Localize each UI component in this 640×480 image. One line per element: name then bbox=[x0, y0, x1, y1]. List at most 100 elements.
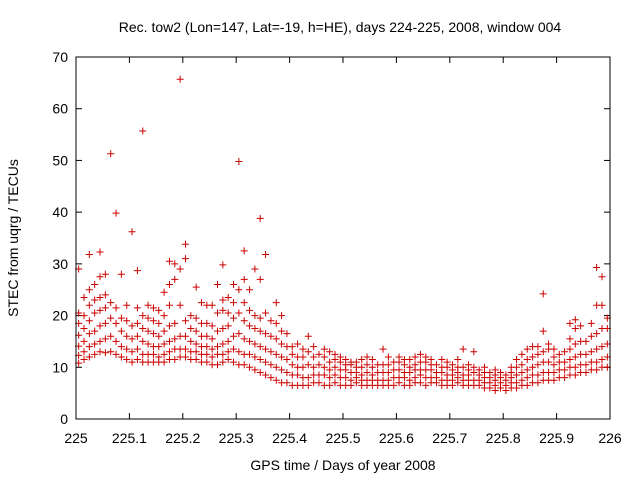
data-point bbox=[246, 306, 254, 314]
x-tick-label: 225.5 bbox=[325, 430, 360, 446]
data-point bbox=[368, 356, 376, 364]
data-point bbox=[288, 361, 296, 369]
data-point bbox=[171, 319, 179, 327]
data-point bbox=[144, 314, 152, 322]
data-point bbox=[155, 332, 163, 340]
data-point bbox=[593, 345, 601, 353]
data-point bbox=[224, 309, 232, 317]
data-point bbox=[497, 368, 505, 376]
data-point bbox=[235, 157, 243, 165]
data-point bbox=[101, 335, 109, 343]
data-point bbox=[513, 371, 521, 379]
data-point bbox=[230, 299, 238, 307]
data-point bbox=[96, 348, 104, 356]
data-point bbox=[139, 127, 147, 135]
data-point bbox=[416, 350, 424, 358]
data-point bbox=[379, 345, 387, 353]
x-tick-label: 225.3 bbox=[219, 430, 254, 446]
y-tick-label: 60 bbox=[52, 101, 68, 117]
data-point bbox=[224, 293, 232, 301]
data-point bbox=[96, 248, 104, 256]
data-point bbox=[582, 361, 590, 369]
data-point bbox=[523, 374, 531, 382]
data-point bbox=[91, 340, 99, 348]
data-point bbox=[390, 381, 398, 389]
data-point bbox=[470, 348, 478, 356]
data-point bbox=[235, 330, 243, 338]
data-point bbox=[283, 356, 291, 364]
data-point bbox=[165, 281, 173, 289]
data-point bbox=[593, 330, 601, 338]
data-point bbox=[256, 327, 264, 335]
data-point bbox=[117, 314, 125, 322]
data-point bbox=[534, 371, 542, 379]
data-point bbox=[251, 366, 259, 374]
data-point bbox=[85, 286, 93, 294]
plot-frame bbox=[75, 56, 611, 420]
data-point bbox=[181, 332, 189, 340]
data-point bbox=[139, 325, 147, 332]
data-point bbox=[187, 337, 195, 345]
data-point bbox=[128, 228, 136, 236]
data-point bbox=[187, 325, 195, 332]
data-point bbox=[112, 350, 120, 358]
data-point bbox=[80, 293, 88, 301]
data-point bbox=[208, 322, 216, 330]
data-point bbox=[197, 299, 205, 307]
data-point bbox=[128, 348, 136, 356]
data-point bbox=[101, 304, 109, 312]
data-point bbox=[571, 325, 579, 332]
data-point bbox=[165, 348, 173, 356]
data-point bbox=[550, 376, 558, 384]
data-point bbox=[304, 381, 312, 389]
data-point bbox=[598, 343, 606, 351]
data-point bbox=[262, 251, 270, 259]
data-point bbox=[208, 353, 216, 361]
data-point bbox=[230, 281, 238, 289]
data-point bbox=[342, 374, 350, 382]
data-point bbox=[101, 349, 109, 357]
data-point bbox=[117, 343, 125, 351]
data-point bbox=[128, 358, 136, 366]
data-point bbox=[235, 348, 243, 356]
data-point bbox=[155, 319, 163, 327]
data-point bbox=[422, 381, 430, 389]
data-point bbox=[288, 350, 296, 358]
data-point bbox=[123, 332, 131, 340]
data-point bbox=[107, 332, 115, 340]
data-point bbox=[539, 348, 547, 356]
data-point bbox=[171, 335, 179, 343]
data-point bbox=[561, 348, 569, 356]
data-point bbox=[149, 350, 157, 358]
data-point bbox=[486, 368, 494, 376]
data-point bbox=[448, 361, 456, 369]
data-points bbox=[75, 75, 611, 395]
y-tick-label: 20 bbox=[52, 308, 68, 324]
data-point bbox=[133, 267, 141, 275]
data-point bbox=[326, 348, 334, 356]
x-tick-label: 225.7 bbox=[432, 430, 467, 446]
data-point bbox=[80, 348, 88, 356]
y-tick-label: 40 bbox=[52, 204, 68, 220]
data-point bbox=[181, 353, 189, 361]
data-point bbox=[278, 353, 286, 361]
data-point bbox=[534, 350, 542, 358]
data-point bbox=[470, 363, 478, 371]
data-point bbox=[80, 312, 88, 320]
data-point bbox=[310, 343, 318, 351]
data-point bbox=[133, 345, 141, 353]
data-point bbox=[513, 356, 521, 364]
data-point bbox=[272, 376, 280, 384]
data-point bbox=[438, 356, 446, 364]
data-point bbox=[299, 353, 307, 361]
data-point bbox=[262, 345, 270, 353]
data-point bbox=[123, 345, 131, 353]
data-point bbox=[481, 363, 489, 371]
data-point bbox=[422, 353, 430, 361]
data-point bbox=[304, 374, 312, 382]
data-point bbox=[219, 306, 227, 314]
data-point bbox=[219, 340, 227, 348]
data-point bbox=[230, 314, 238, 322]
data-point bbox=[219, 261, 227, 269]
data-point bbox=[363, 361, 371, 369]
